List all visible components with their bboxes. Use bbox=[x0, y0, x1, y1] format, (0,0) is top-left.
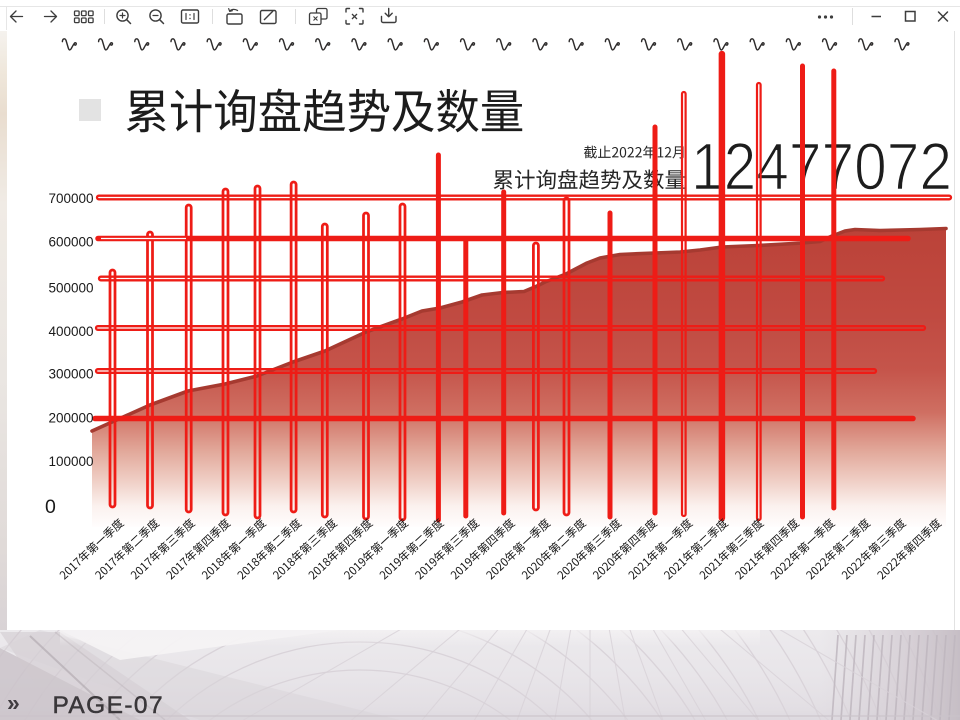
svg-text:PAGE-07: PAGE-07 bbox=[53, 692, 164, 719]
svg-text:200000: 200000 bbox=[48, 411, 93, 426]
svg-text:500000: 500000 bbox=[48, 280, 93, 295]
svg-text:400000: 400000 bbox=[48, 324, 93, 339]
svg-text:12477072: 12477072 bbox=[691, 131, 952, 205]
svg-text:»: » bbox=[7, 690, 20, 716]
svg-text:100000: 100000 bbox=[48, 454, 93, 469]
svg-text:600000: 600000 bbox=[48, 235, 93, 250]
svg-text:700000: 700000 bbox=[48, 191, 93, 206]
svg-text:300000: 300000 bbox=[48, 367, 93, 382]
svg-text:0: 0 bbox=[45, 496, 56, 518]
